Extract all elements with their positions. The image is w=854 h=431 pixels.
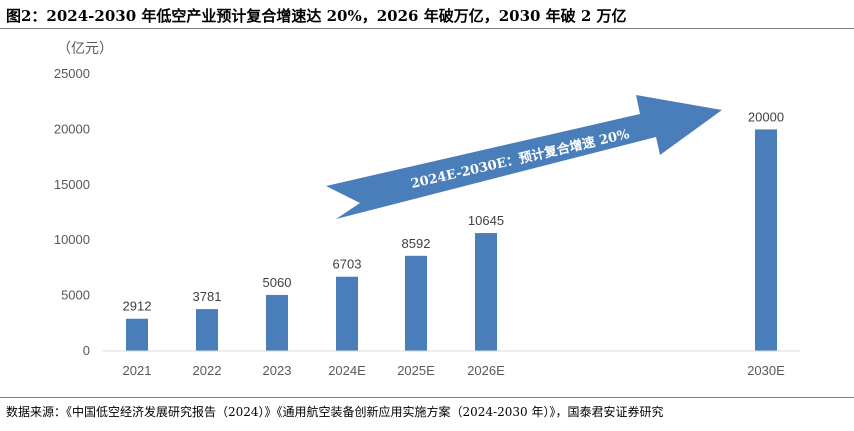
y-tick-label: 25000 (54, 66, 90, 81)
x-tick-label: 2024E (328, 363, 366, 378)
x-tick-label: 2022 (193, 363, 222, 378)
bar-2022 (196, 309, 218, 351)
x-tick-label: 2026E (467, 363, 505, 378)
growth-arrow: 2024E-2030E：预计复合增速 20% (326, 95, 722, 219)
growth-arrow-label: 2024E-2030E：预计复合增速 20% (409, 126, 631, 192)
bar-2024E (336, 276, 358, 351)
bar-2025E (405, 255, 427, 351)
figure-title: 图2：2024-2030 年低空产业预计复合增速达 20%，2026 年破万亿，… (6, 7, 627, 25)
growth-arrow-shape (326, 95, 722, 219)
data-label-2026E: 10645 (468, 213, 504, 228)
data-labels-group: 2912 3781 5060 6703 8592 10645 20000 (123, 109, 785, 313)
x-tick-label: 2023 (263, 363, 292, 378)
data-label-2030E: 20000 (748, 109, 784, 124)
data-label-2024E: 6703 (333, 257, 362, 272)
top-rule (0, 28, 854, 29)
y-tick-label: 15000 (54, 177, 90, 192)
y-axis-ticks: 0 5000 10000 15000 20000 25000 (54, 66, 90, 358)
bottom-rule (0, 397, 854, 398)
bar-2030E (755, 129, 777, 351)
y-tick-label: 20000 (54, 121, 90, 136)
bars-group (126, 129, 777, 351)
data-label-2022: 3781 (193, 289, 222, 304)
bar-chart: （亿元） 0 5000 10000 15000 20000 25000 2912 3781 5… (54, 41, 800, 378)
bar-2021 (126, 318, 148, 351)
y-tick-label: 10000 (54, 232, 90, 247)
x-tick-label: 2021 (123, 363, 152, 378)
x-axis-ticks: 2021 2022 2023 2024E 2025E 2026E 2030E (123, 363, 786, 378)
x-tick-label: 2025E (397, 363, 435, 378)
y-tick-label: 0 (83, 343, 90, 358)
x-tick-label: 2030E (747, 363, 785, 378)
y-axis-unit-label: （亿元） (57, 41, 113, 57)
bar-2026E (475, 233, 497, 351)
data-label-2021: 2912 (123, 299, 152, 314)
data-source-note: 数据来源：《中国低空经济发展研究报告（2024）》《通用航空装备创新应用实施方案… (6, 405, 664, 419)
y-tick-label: 5000 (61, 288, 90, 303)
data-label-2023: 5060 (263, 275, 292, 290)
data-label-2025E: 8592 (402, 236, 431, 251)
bar-2023 (266, 294, 288, 351)
